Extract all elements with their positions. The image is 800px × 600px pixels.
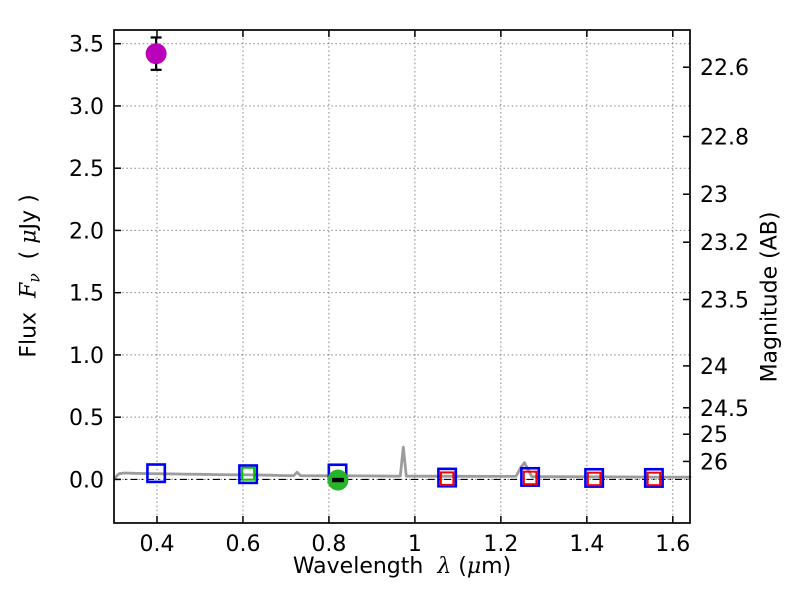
- flux-tick-label: 2.5: [69, 157, 104, 182]
- magnitude-tick-label: 25: [700, 423, 728, 448]
- mu-symbol: μ: [466, 554, 482, 579]
- magnitude-tick-label: 22.6: [700, 56, 749, 81]
- tick-labels: 0.4 0.6 0.8 1 1.2 1.4 1.6 0.0 0.5 1.0 1.5 2.0 2.5 3.0…: [69, 33, 749, 557]
- y-axis-title-flux: Flux Fν ( μJy ): [16, 194, 44, 358]
- detection-green-filled-circle: [327, 469, 349, 491]
- flux-tick-label: 3.5: [69, 33, 104, 58]
- flux-symbol: F: [16, 282, 42, 298]
- photometry-red-open-squares: [439, 470, 662, 487]
- x-tick-label: 1: [408, 532, 422, 557]
- mu-symbol: μ: [16, 229, 42, 244]
- x-axis-title-text: Wavelength: [292, 554, 438, 579]
- detection-magenta-filled-circle: [145, 36, 167, 71]
- photometry-green-open-square: [241, 466, 256, 481]
- x-axis-title: Wavelength λ (μm): [292, 554, 512, 579]
- x-tick-label: 0.4: [139, 532, 174, 557]
- nu-subscript: ν: [25, 273, 44, 283]
- magnitude-tick-label: 22.8: [700, 126, 749, 151]
- x-tick-label: 0.8: [311, 532, 346, 557]
- x-tick-label: 0.6: [225, 532, 260, 557]
- x-tick-label: 1.6: [655, 532, 690, 557]
- lambda-symbol: λ: [437, 554, 452, 579]
- y-axis-title-magnitude: Magnitude (AB): [757, 211, 783, 383]
- flux-tick-label: 1.0: [69, 344, 104, 369]
- flux-tick-label: 0.0: [69, 468, 104, 493]
- magnitude-tick-label: 23.5: [700, 288, 749, 313]
- magnitude-tick-label: 26: [700, 450, 728, 475]
- x-tick-label: 1.4: [569, 532, 604, 557]
- flux-tick-label: 0.5: [69, 406, 104, 431]
- magnitude-tick-label: 24: [700, 355, 728, 380]
- grid-lines: [114, 30, 690, 523]
- magnitude-tick-label: 23.2: [700, 231, 749, 256]
- flux-tick-label: 3.0: [69, 95, 104, 120]
- flux-tick-label: 1.5: [69, 282, 104, 307]
- axes-frame: [113, 29, 691, 524]
- axis-ticks: [114, 30, 690, 523]
- flux-tick-label: 2.0: [69, 219, 104, 244]
- magnitude-tick-label: 24.5: [700, 397, 749, 422]
- magnitude-tick-label: 23: [700, 183, 728, 208]
- x-tick-label: 1.2: [483, 532, 518, 557]
